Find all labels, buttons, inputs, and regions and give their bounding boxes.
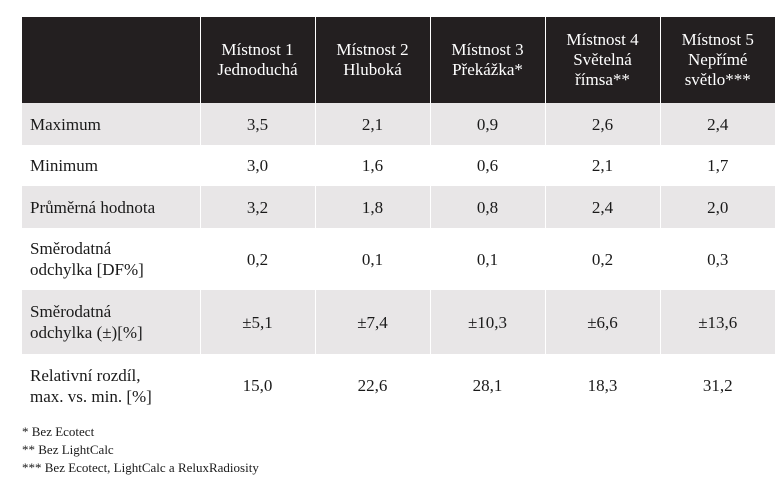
value-cell: ±5,1 — [199, 290, 315, 354]
data-table: Místnost 1 Jednoduchá Místnost 2 Hluboká… — [22, 17, 775, 417]
value-cell: 0,8 — [429, 186, 545, 228]
value-cell: 18,3 — [544, 354, 660, 417]
header-line: Překážka* — [452, 60, 523, 79]
value-cell: 28,1 — [429, 354, 545, 417]
table-header: Místnost 1 Jednoduchá Místnost 2 Hluboká… — [22, 17, 775, 103]
header-line: Nepřímé — [688, 50, 748, 69]
row-label-line: Směrodatná — [30, 239, 112, 258]
header-cell-room-4: Místnost 4 Světelná římsa** — [544, 17, 660, 103]
row-label-line: Průměrná hodnota — [30, 197, 156, 217]
table-row-std-dev-percent: Směrodatná odchylka (±)[%] ±5,1 ±7,4 ±10… — [22, 290, 775, 354]
value-cell: 2,1 — [544, 145, 660, 186]
value-cell: ±7,4 — [314, 290, 430, 354]
row-label: Průměrná hodnota — [22, 186, 200, 228]
header-line: Místnost 3 — [451, 40, 524, 59]
table-row-relative-difference: Relativní rozdíl, max. vs. min. [%] 15,0… — [22, 354, 775, 417]
value-cell: 2,4 — [659, 103, 775, 145]
value-cell: 2,0 — [659, 186, 775, 228]
value-cell: 1,7 — [659, 145, 775, 186]
value-cell: 2,6 — [544, 103, 660, 145]
value-cell: 0,6 — [429, 145, 545, 186]
value-cell: 15,0 — [199, 354, 315, 417]
row-label-line: Maximum — [30, 114, 101, 134]
row-label-line: Minimum — [30, 156, 99, 175]
value-cell: ±13,6 — [659, 290, 775, 354]
value-cell: 0,2 — [199, 228, 315, 290]
value-cell: 1,6 — [314, 145, 430, 186]
header-line: Místnost 4 — [566, 30, 639, 49]
value-cell: 3,5 — [199, 103, 315, 145]
value-cell: 3,0 — [199, 145, 315, 186]
value-cell: 2,1 — [314, 103, 430, 145]
value-cell: 0,3 — [659, 228, 775, 290]
footnotes: * Bez Ecotect ** Bez LightCalc *** Bez E… — [22, 423, 259, 477]
value-cell: 3,2 — [199, 186, 315, 228]
value-cell: 31,2 — [659, 354, 775, 417]
table-row-minimum: Minimum 3,0 1,6 0,6 2,1 1,7 — [22, 145, 775, 186]
header-line: světlo*** — [684, 70, 751, 89]
table-body: Maximum 3,5 2,1 0,9 2,6 2,4 Minimum 3,0 … — [22, 103, 775, 417]
header-cell-room-5: Místnost 5 Nepřímé světlo*** — [659, 17, 775, 103]
table-row-average: Průměrná hodnota 3,2 1,8 0,8 2,4 2,0 — [22, 186, 775, 228]
row-label: Minimum — [22, 145, 200, 186]
header-line: Jednoduchá — [217, 60, 298, 79]
header-line: Hluboká — [343, 60, 402, 79]
header-cell-room-2: Místnost 2 Hluboká — [314, 17, 430, 103]
row-label: Maximum — [22, 103, 200, 145]
row-label: Relativní rozdíl, max. vs. min. [%] — [22, 354, 200, 417]
row-label-line: odchylka [DF%] — [30, 260, 144, 279]
header-line: Místnost 5 — [681, 30, 754, 49]
header-line: římsa** — [575, 70, 630, 89]
footnote: *** Bez Ecotect, LightCalc a ReluxRadios… — [22, 460, 259, 475]
table-row-std-dev-df: Směrodatná odchylka [DF%] 0,2 0,1 0,1 0,… — [22, 228, 775, 290]
row-label-line: max. vs. min. [%] — [30, 386, 152, 406]
header-line: Místnost 2 — [336, 40, 409, 59]
row-label: Směrodatná odchylka [DF%] — [22, 228, 200, 290]
value-cell: 0,2 — [544, 228, 660, 290]
value-cell: 0,1 — [314, 228, 430, 290]
footnote: * Bez Ecotect — [22, 424, 95, 439]
header-cell-room-3: Místnost 3 Překážka* — [429, 17, 545, 103]
header-cell-room-1: Místnost 1 Jednoduchá — [199, 17, 315, 103]
value-cell: 22,6 — [314, 354, 430, 417]
value-cell: 0,9 — [429, 103, 545, 145]
value-cell: ±10,3 — [429, 290, 545, 354]
value-cell: 1,8 — [314, 186, 430, 228]
footnote: ** Bez LightCalc — [22, 442, 114, 457]
row-label-line: Relativní rozdíl, — [30, 365, 141, 385]
header-line: Světelná — [573, 50, 632, 69]
header-corner-cell — [22, 17, 200, 103]
value-cell: 2,4 — [544, 186, 660, 228]
row-label-line: odchylka (±)[%] — [30, 323, 143, 342]
header-row: Místnost 1 Jednoduchá Místnost 2 Hluboká… — [22, 17, 775, 103]
value-cell: ±6,6 — [544, 290, 660, 354]
value-cell: 0,1 — [429, 228, 545, 290]
row-label-line: Směrodatná — [30, 302, 112, 321]
header-line: Místnost 1 — [221, 40, 294, 59]
data-table-container: Místnost 1 Jednoduchá Místnost 2 Hluboká… — [22, 17, 775, 417]
table-row-maximum: Maximum 3,5 2,1 0,9 2,6 2,4 — [22, 103, 775, 145]
row-label: Směrodatná odchylka (±)[%] — [22, 290, 200, 354]
